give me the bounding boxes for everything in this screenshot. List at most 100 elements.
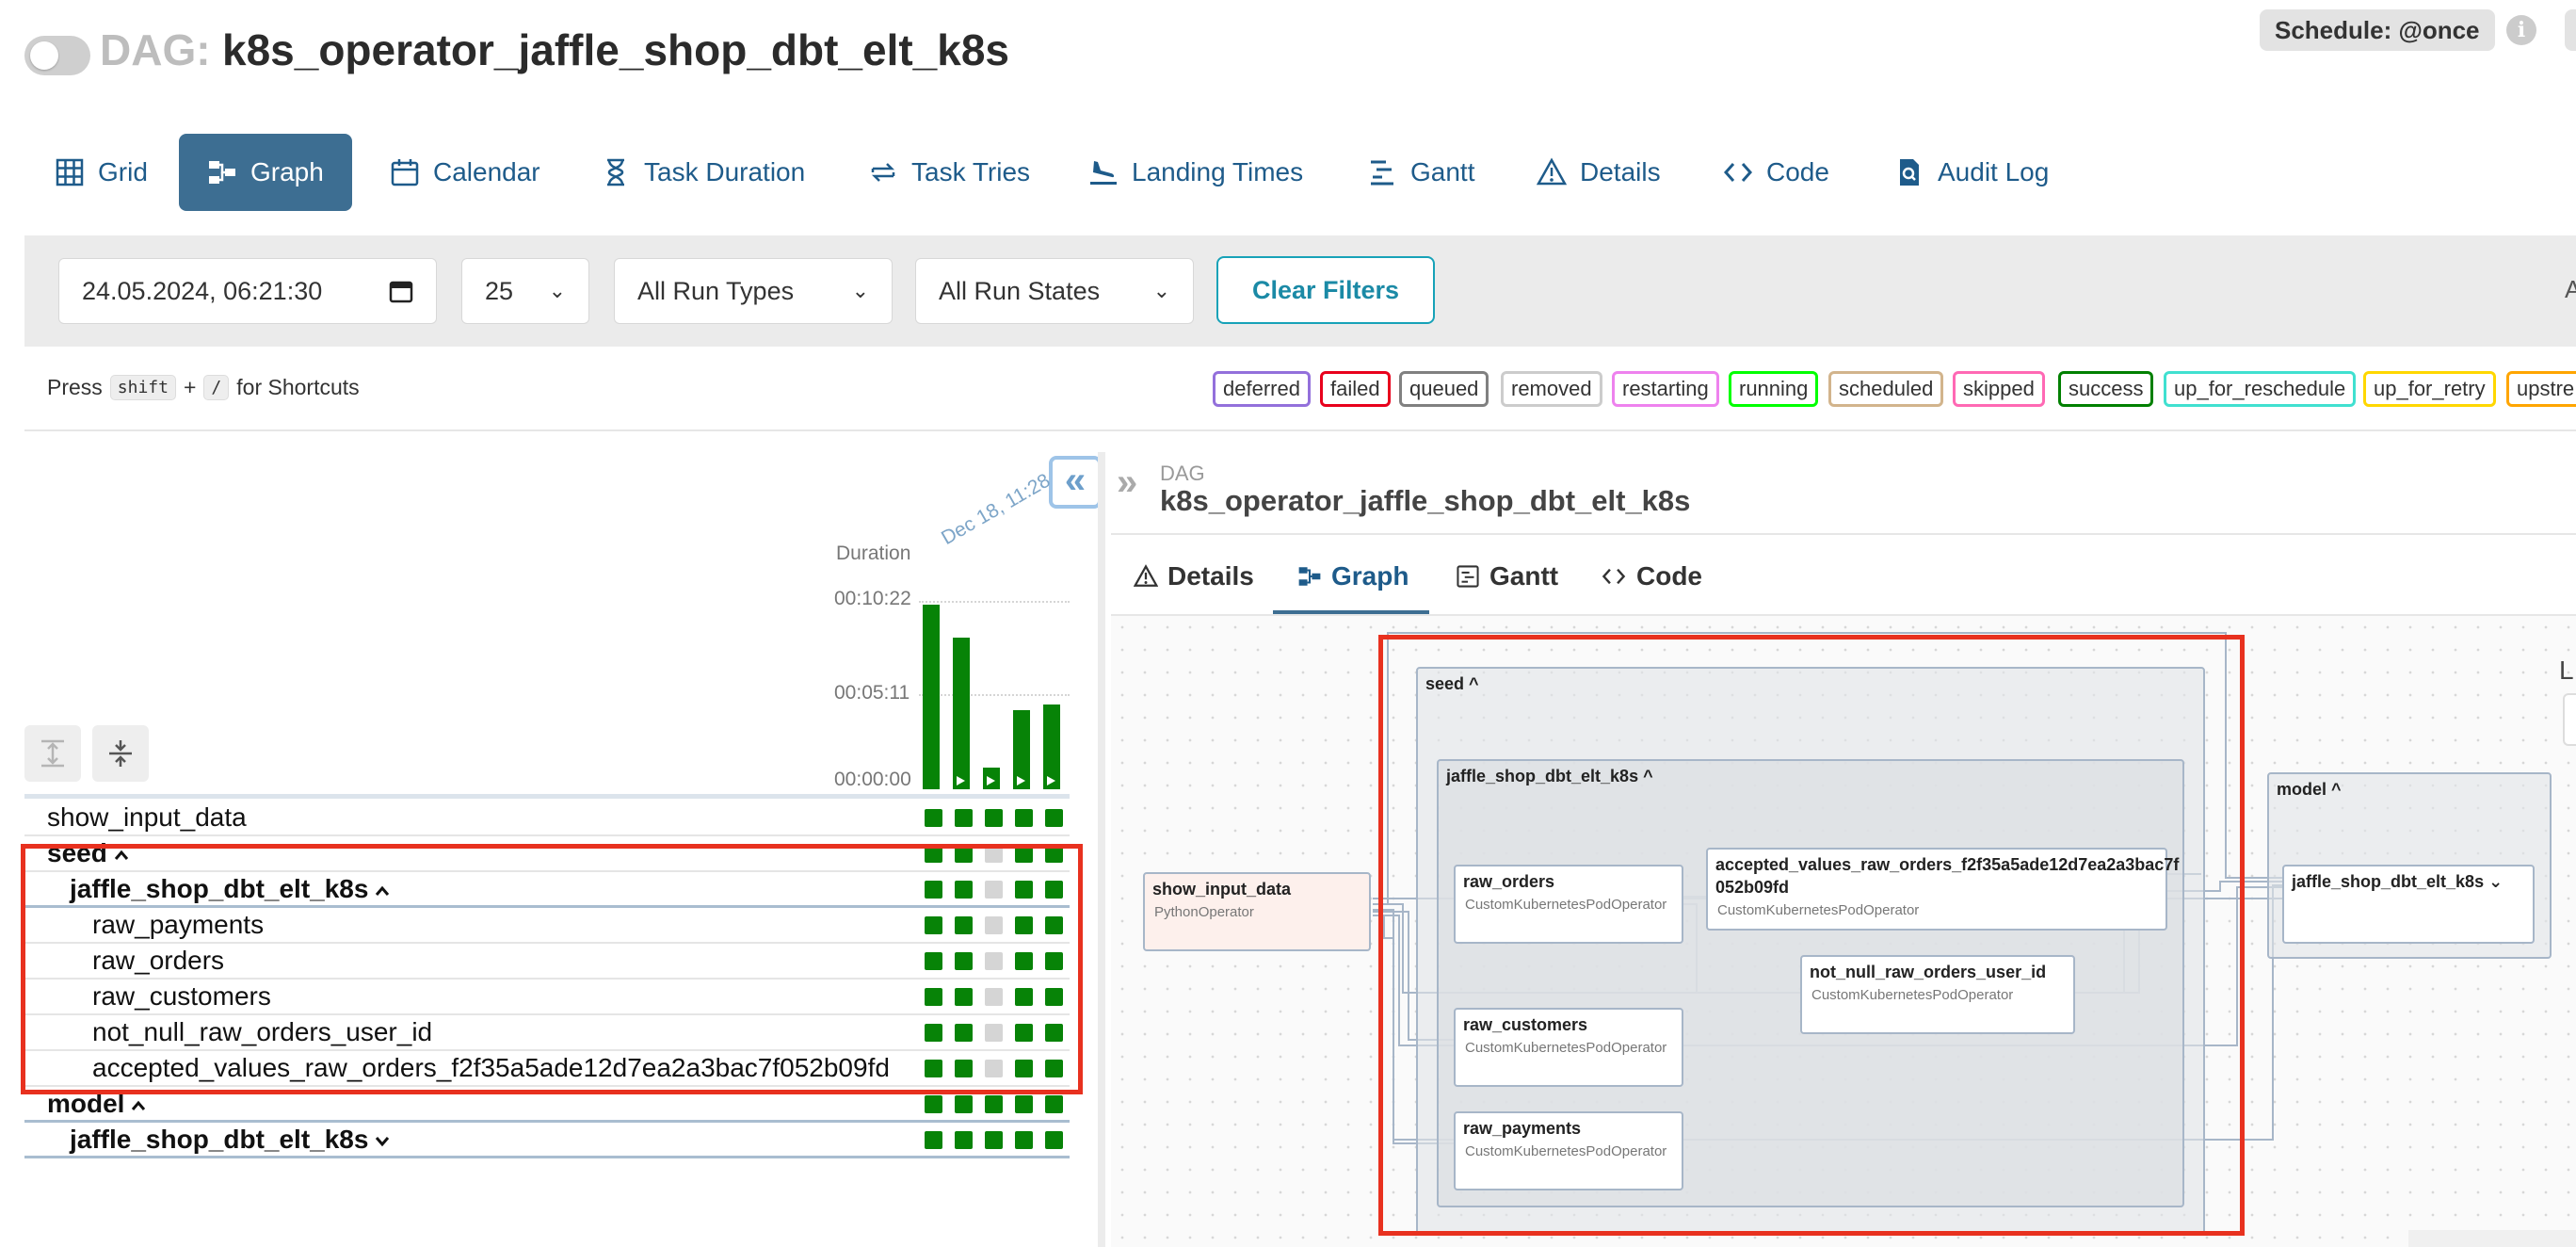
panel-tab-details[interactable]: Details xyxy=(1134,561,1254,591)
base-date-input[interactable]: 24.05.2024, 06:21:30 xyxy=(58,258,437,324)
collapse-all-button[interactable] xyxy=(92,725,149,782)
task-instance-none[interactable] xyxy=(985,988,1003,1006)
task-instance-success[interactable] xyxy=(955,916,973,934)
legend-badge-upstre[interactable]: upstre xyxy=(2506,371,2576,407)
task-instance-success[interactable] xyxy=(1045,952,1063,970)
node-show-input-data[interactable]: show_input_data PythonOperator xyxy=(1143,872,1371,951)
node-not-null-raw-orders-user-id[interactable]: not_null_raw_orders_user_id CustomKubern… xyxy=(1800,955,2075,1034)
task-row[interactable]: accepted_values_raw_orders_f2f35a5ade12d… xyxy=(24,1051,1070,1087)
task-instance-success[interactable] xyxy=(985,1131,1003,1149)
task-instance-none[interactable] xyxy=(985,881,1003,899)
node-accepted-values[interactable]: accepted_values_raw_orders_f2f35a5ade12d… xyxy=(1706,848,2179,931)
panel-resize-handle[interactable] xyxy=(1098,452,1105,1247)
task-instance-success[interactable] xyxy=(1015,1060,1033,1077)
task-row[interactable]: jaffle_shop_dbt_elt_k8s xyxy=(24,872,1070,908)
task-name[interactable]: seed xyxy=(47,836,130,870)
legend-badge-running[interactable]: running xyxy=(1729,371,1819,407)
tab-task-duration[interactable]: Task Duration xyxy=(593,134,813,211)
task-name[interactable]: accepted_values_raw_orders_f2f35a5ade12d… xyxy=(92,1051,890,1085)
panel-tab-gantt[interactable]: Gantt xyxy=(1456,561,1558,591)
duration-bar[interactable] xyxy=(1043,704,1060,789)
task-instance-success[interactable] xyxy=(925,881,942,899)
tab-task-tries[interactable]: Task Tries xyxy=(861,134,1038,211)
task-instance-none[interactable] xyxy=(985,1024,1003,1042)
task-name[interactable]: raw_customers xyxy=(92,980,271,1013)
task-name[interactable]: raw_payments xyxy=(92,908,264,942)
task-instance-success[interactable] xyxy=(925,916,942,934)
info-icon[interactable]: i xyxy=(2506,15,2536,45)
task-instance-success[interactable] xyxy=(955,845,973,863)
node-raw-orders[interactable]: raw_orders CustomKubernetesPodOperator xyxy=(1454,865,1683,944)
task-instance-success[interactable] xyxy=(955,1131,973,1149)
legend-badge-removed[interactable]: removed xyxy=(1501,371,1602,407)
task-name[interactable]: show_input_data xyxy=(47,801,247,834)
legend-badge-skipped[interactable]: skipped xyxy=(1953,371,2045,407)
task-instance-success[interactable] xyxy=(1045,809,1063,827)
legend-badge-scheduled[interactable]: scheduled xyxy=(1828,371,1944,407)
panel-tab-code[interactable]: Code xyxy=(1601,561,1702,591)
tab-graph[interactable]: Graph xyxy=(179,134,352,211)
task-instance-success[interactable] xyxy=(1045,988,1063,1006)
task-instance-success[interactable] xyxy=(925,952,942,970)
duration-bar[interactable] xyxy=(1013,710,1030,789)
task-instance-none[interactable] xyxy=(985,845,1003,863)
run-type-select[interactable]: All Run Types ⌄ xyxy=(614,258,893,324)
task-instance-success[interactable] xyxy=(1015,809,1033,827)
chevron-up-icon[interactable] xyxy=(374,872,391,906)
task-row[interactable]: raw_orders xyxy=(24,944,1070,980)
task-name[interactable]: jaffle_shop_dbt_elt_k8s xyxy=(70,872,391,906)
task-row[interactable]: show_input_data xyxy=(24,801,1070,836)
task-instance-success[interactable] xyxy=(985,809,1003,827)
task-instance-success[interactable] xyxy=(925,809,942,827)
task-row[interactable]: not_null_raw_orders_user_id xyxy=(24,1015,1070,1051)
node-raw-payments[interactable]: raw_payments CustomKubernetesPodOperator xyxy=(1454,1111,1683,1190)
task-row[interactable]: jaffle_shop_dbt_elt_k8s xyxy=(24,1123,1070,1158)
task-instance-none[interactable] xyxy=(985,952,1003,970)
tab-audit-log[interactable]: Audit Log xyxy=(1887,134,2056,211)
task-name[interactable]: jaffle_shop_dbt_elt_k8s xyxy=(70,1123,391,1157)
num-runs-select[interactable]: 25 ⌄ xyxy=(461,258,589,324)
task-instance-none[interactable] xyxy=(985,916,1003,934)
task-instance-success[interactable] xyxy=(1045,1095,1063,1113)
expand-panel-icon[interactable]: » xyxy=(1117,462,1138,503)
duration-bar[interactable] xyxy=(983,768,1000,789)
task-instance-success[interactable] xyxy=(1015,845,1033,863)
task-instance-success[interactable] xyxy=(955,952,973,970)
task-instance-success[interactable] xyxy=(925,988,942,1006)
task-instance-success[interactable] xyxy=(1045,881,1063,899)
task-instance-success[interactable] xyxy=(1015,988,1033,1006)
expand-all-button[interactable] xyxy=(24,725,81,782)
tab-code[interactable]: Code xyxy=(1715,134,1837,211)
run-state-select[interactable]: All Run States ⌄ xyxy=(915,258,1194,324)
task-name[interactable]: not_null_raw_orders_user_id xyxy=(92,1015,432,1049)
task-instance-none[interactable] xyxy=(985,1060,1003,1077)
cut-off-control[interactable] xyxy=(2563,693,2576,746)
task-instance-success[interactable] xyxy=(955,1024,973,1042)
task-instance-success[interactable] xyxy=(925,1131,942,1149)
task-instance-success[interactable] xyxy=(985,1095,1003,1113)
task-instance-success[interactable] xyxy=(1015,952,1033,970)
task-instance-success[interactable] xyxy=(1045,1024,1063,1042)
legend-badge-up-for-reschedule[interactable]: up_for_reschedule xyxy=(2164,371,2357,407)
calendar-icon[interactable] xyxy=(389,279,413,303)
legend-badge-failed[interactable]: failed xyxy=(1320,371,1391,407)
chevron-up-icon[interactable] xyxy=(130,1087,147,1121)
task-instance-success[interactable] xyxy=(925,845,942,863)
chevron-down-icon[interactable] xyxy=(374,1123,391,1157)
chevron-up-icon[interactable] xyxy=(113,836,130,870)
task-instance-success[interactable] xyxy=(1045,1060,1063,1077)
panel-tab-graph[interactable]: Graph xyxy=(1297,561,1409,591)
legend-badge-deferred[interactable]: deferred xyxy=(1213,371,1311,407)
duration-bar[interactable] xyxy=(923,605,940,789)
task-instance-success[interactable] xyxy=(1045,845,1063,863)
tab-landing-times[interactable]: Landing Times xyxy=(1081,134,1311,211)
task-instance-success[interactable] xyxy=(1045,916,1063,934)
tab-details[interactable]: Details xyxy=(1529,134,1668,211)
duration-bar[interactable] xyxy=(953,638,970,789)
legend-badge-up-for-retry[interactable]: up_for_retry xyxy=(2363,371,2496,407)
task-instance-success[interactable] xyxy=(1015,1131,1033,1149)
tab-calendar[interactable]: Calendar xyxy=(382,134,548,211)
task-row[interactable]: seed xyxy=(24,836,1070,872)
task-instance-success[interactable] xyxy=(925,1095,942,1113)
task-instance-success[interactable] xyxy=(955,988,973,1006)
